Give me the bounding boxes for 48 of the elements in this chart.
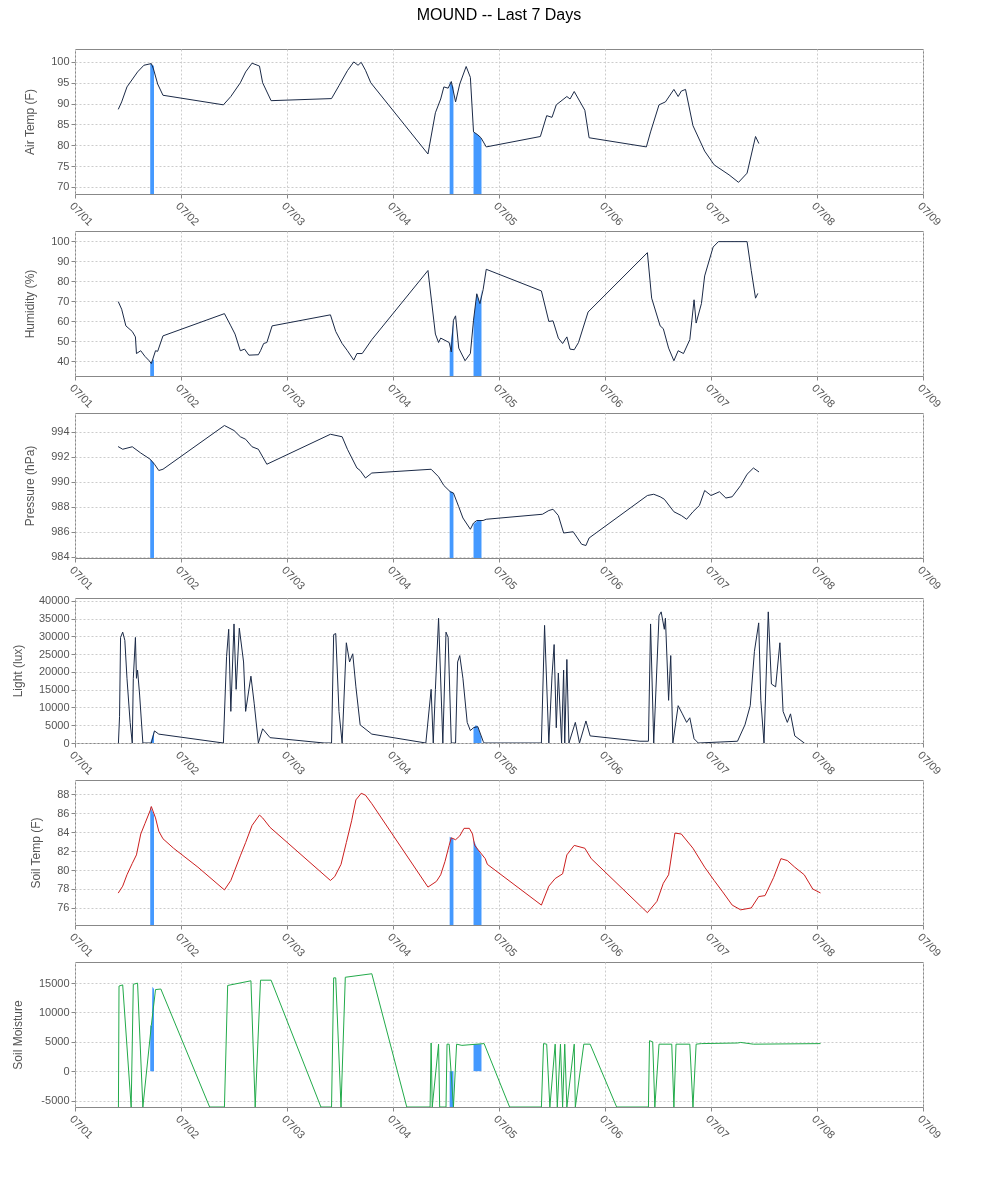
y-tick-label: 78 bbox=[57, 882, 70, 895]
y-axis-title: Soil Moisture bbox=[10, 1000, 25, 1070]
y-tick-label: 75 bbox=[57, 159, 70, 172]
y-axis-title: Pressure (hPa) bbox=[23, 445, 38, 527]
y-tick-label: 15000 bbox=[38, 683, 70, 696]
y-tick-label: 25000 bbox=[38, 647, 70, 660]
y-tick-label: 40000 bbox=[38, 594, 70, 607]
y-tick-label: 70 bbox=[57, 294, 70, 307]
y-tick-label: 10000 bbox=[38, 1005, 70, 1018]
y-tick-label: 0 bbox=[63, 736, 70, 749]
y-tick-label: 986 bbox=[51, 525, 70, 538]
chart-title: MOUND -- Last 7 Days bbox=[416, 6, 582, 23]
y-tick-label: 994 bbox=[51, 425, 70, 438]
y-tick-label: 990 bbox=[51, 475, 70, 488]
y-tick-label: 86 bbox=[57, 806, 70, 819]
y-tick-label: 20000 bbox=[38, 665, 70, 678]
y-tick-label: 15000 bbox=[38, 976, 70, 989]
y-tick-label: 90 bbox=[57, 97, 70, 110]
y-tick-label: 40 bbox=[57, 354, 70, 367]
y-tick-label: 84 bbox=[57, 825, 70, 838]
y-tick-label: -5000 bbox=[41, 1094, 70, 1107]
y-tick-label: 992 bbox=[51, 450, 70, 463]
y-tick-label: 5000 bbox=[45, 1035, 70, 1048]
y-tick-label: 30000 bbox=[38, 629, 70, 642]
y-tick-label: 76 bbox=[57, 901, 70, 914]
y-tick-label: 984 bbox=[51, 550, 70, 563]
y-tick-label: 0 bbox=[63, 1064, 70, 1077]
y-axis-title: Air Temp (F) bbox=[23, 89, 38, 155]
y-tick-label: 100 bbox=[51, 234, 70, 247]
y-tick-label: 60 bbox=[57, 314, 70, 327]
y-tick-label: 988 bbox=[51, 500, 70, 513]
y-tick-label: 35000 bbox=[38, 612, 70, 625]
y-tick-label: 80 bbox=[57, 138, 70, 151]
y-tick-label: 90 bbox=[57, 254, 70, 267]
y-tick-label: 50 bbox=[57, 334, 70, 347]
y-tick-label: 80 bbox=[57, 274, 70, 287]
y-tick-label: 10000 bbox=[38, 700, 70, 713]
y-tick-label: 5000 bbox=[45, 718, 70, 731]
y-tick-label: 95 bbox=[57, 76, 70, 89]
y-tick-label: 88 bbox=[57, 787, 70, 800]
y-tick-label: 82 bbox=[57, 844, 70, 857]
y-tick-label: 100 bbox=[51, 55, 70, 68]
y-axis-title: Light (lux) bbox=[10, 644, 25, 698]
y-tick-label: 70 bbox=[57, 180, 70, 193]
y-tick-label: 80 bbox=[57, 863, 70, 876]
y-axis-title: Soil Temp (F) bbox=[29, 817, 44, 889]
y-tick-label: 85 bbox=[57, 117, 70, 130]
y-axis-title: Humidity (%) bbox=[23, 269, 38, 339]
